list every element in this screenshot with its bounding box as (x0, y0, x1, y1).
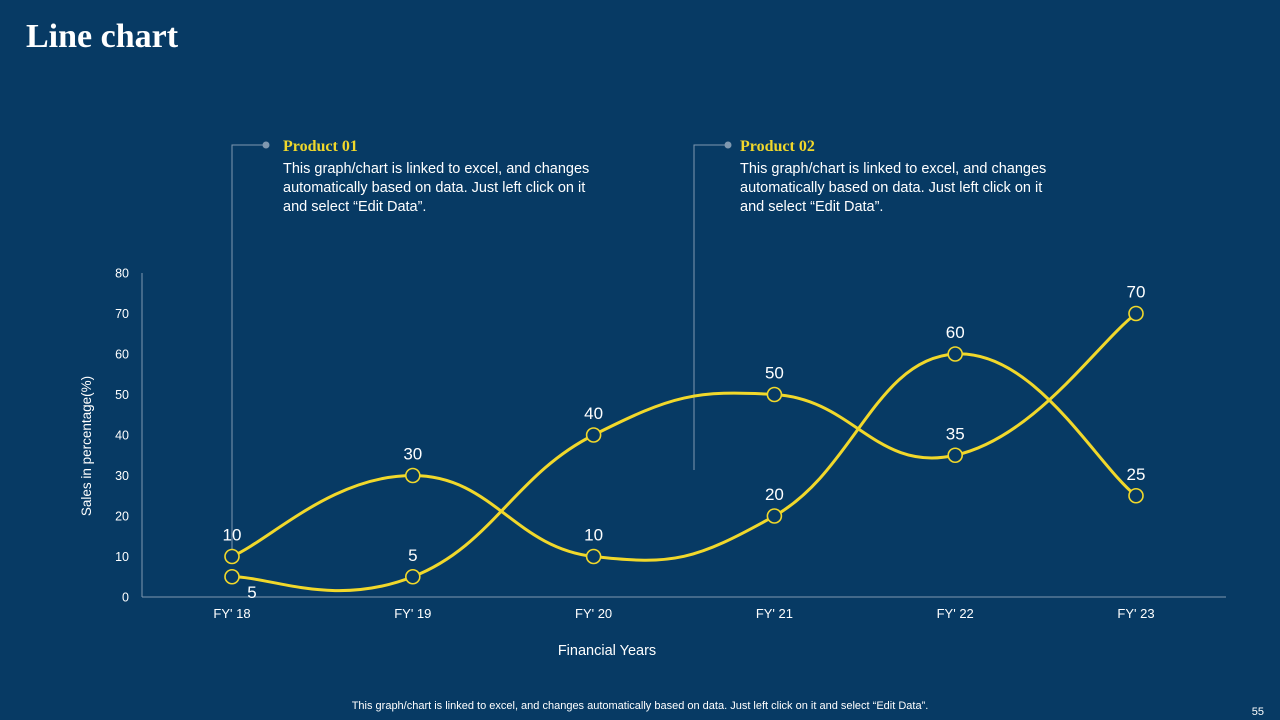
data-label: 20 (765, 485, 784, 504)
callout-body: This graph/chart is linked to excel, and… (283, 161, 590, 215)
x-tick-label: FY' 23 (1117, 606, 1154, 621)
data-point-product-01[interactable] (947, 346, 964, 362)
data-label: 60 (946, 323, 965, 342)
x-tick-label: FY' 18 (213, 606, 250, 621)
chart-series (224, 305, 1144, 593)
data-point-product-01[interactable] (404, 467, 421, 484)
callout-product-01: Product 01 This graph/chart is linked to… (283, 138, 603, 217)
data-label: 5 (247, 583, 256, 602)
data-label: 30 (403, 445, 422, 464)
data-point-product-02[interactable] (224, 568, 240, 585)
x-tick-label: FY' 22 (937, 606, 974, 621)
callout-heading: Product 02 (740, 138, 815, 155)
callout-leader-dot (262, 141, 270, 149)
y-tick-label: 10 (115, 550, 129, 564)
callout-body: This graph/chart is linked to excel, and… (740, 161, 1047, 215)
x-axis-title: Financial Years (558, 643, 656, 659)
data-point-product-02[interactable] (766, 386, 783, 403)
y-tick-label: 0 (122, 591, 129, 605)
data-point-product-01[interactable] (766, 508, 783, 524)
data-point-product-01[interactable] (1128, 487, 1144, 504)
callout-product-02: Product 02 This graph/chart is linked to… (740, 138, 1060, 217)
data-point-product-02[interactable] (404, 568, 421, 585)
x-tick-label: FY' 21 (756, 606, 793, 621)
x-tick-label: FY' 20 (575, 606, 612, 621)
series-line-product-02 (231, 312, 1137, 593)
data-point-product-02[interactable] (947, 447, 964, 464)
data-point-product-01[interactable] (585, 548, 602, 565)
data-point-product-02[interactable] (585, 427, 602, 443)
data-label: 25 (1127, 465, 1146, 484)
data-label: 70 (1127, 283, 1146, 302)
line-chart[interactable]: 0 10 20 30 40 50 60 70 80 FY' 18 FY' 19 FY' 20 FY' 2… (0, 0, 1280, 700)
slide-title: Line chart (26, 18, 179, 55)
data-label: 40 (584, 404, 603, 423)
x-tick-label: FY' 19 (394, 606, 431, 621)
y-tick-label: 60 (115, 348, 129, 362)
data-label: 50 (765, 364, 784, 383)
callout-leaders (231, 141, 732, 556)
data-label: 10 (223, 526, 242, 545)
page-number: 55 (1251, 706, 1264, 718)
data-label: 5 (408, 546, 417, 565)
callout-heading: Product 01 (283, 138, 358, 155)
y-tick-label: 80 (115, 267, 129, 281)
y-tick-label: 70 (115, 307, 129, 321)
chart-data-labels: 10 30 10 20 60 25 5 5 40 50 35 70 (223, 283, 1146, 602)
y-tick-label: 50 (115, 388, 129, 402)
callout-leader-line (231, 144, 266, 556)
data-point-product-02[interactable] (1128, 305, 1144, 322)
footnote: This graph/chart is linked to excel, and… (351, 700, 929, 712)
y-axis-title: Sales in percentage(%) (79, 376, 94, 516)
data-label: 10 (584, 526, 603, 545)
chart-axes: 0 10 20 30 40 50 60 70 80 FY' 18 FY' 19 FY' 20 FY' 2… (79, 267, 1226, 659)
data-point-product-01[interactable] (224, 548, 240, 565)
data-label: 35 (946, 424, 965, 443)
callout-leader-line (693, 144, 728, 470)
y-tick-label: 20 (115, 510, 129, 524)
series-line-product-01 (231, 352, 1137, 562)
y-tick-label: 40 (115, 429, 129, 443)
y-tick-label: 30 (115, 469, 129, 483)
callout-leader-dot (724, 141, 732, 149)
